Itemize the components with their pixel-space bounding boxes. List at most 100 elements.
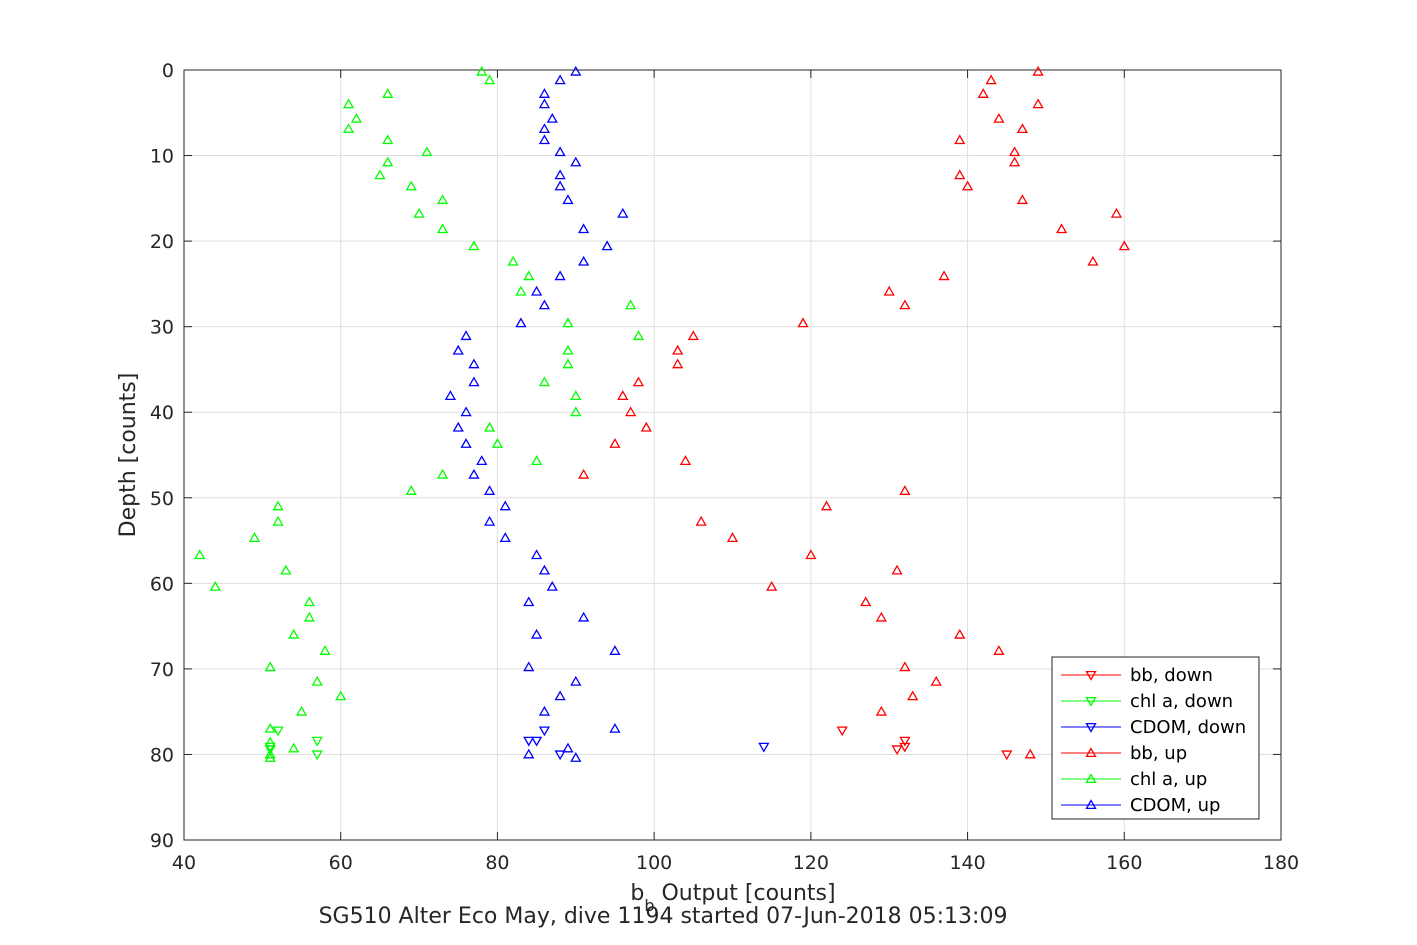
- series-0: [836, 726, 1013, 761]
- data-point: [766, 580, 778, 591]
- data-point: [311, 675, 323, 686]
- data-point: [476, 65, 488, 76]
- data-point: [617, 207, 629, 218]
- data-point: [460, 330, 472, 341]
- data-point: [562, 742, 574, 753]
- series-4: [194, 65, 645, 762]
- data-point: [554, 750, 566, 761]
- data-point: [350, 112, 363, 123]
- data-point: [288, 628, 300, 639]
- data-point: [538, 564, 551, 575]
- data-point: [820, 500, 833, 511]
- data-point: [562, 344, 574, 355]
- data-point: [523, 661, 535, 672]
- legend-box: [1051, 656, 1260, 820]
- data-point: [554, 690, 566, 701]
- data-point: [625, 406, 637, 417]
- data-point: [695, 515, 707, 526]
- data-point: [570, 752, 582, 762]
- data-point: [436, 468, 449, 479]
- data-point: [961, 180, 974, 191]
- data-point: [570, 406, 582, 417]
- data-point: [319, 645, 331, 655]
- data-point: [570, 65, 582, 76]
- data-point: [413, 207, 425, 218]
- data-point: [570, 156, 582, 167]
- data-point: [538, 123, 551, 134]
- data-point: [875, 611, 887, 622]
- series-3: [578, 65, 1130, 759]
- data-point: [483, 421, 496, 432]
- data-point: [436, 194, 449, 205]
- legend-label: bb, down: [1130, 665, 1213, 686]
- data-point: [954, 134, 966, 145]
- data-point: [578, 255, 590, 266]
- legend-label: CDOM, down: [1130, 717, 1246, 738]
- y-tick-label: 0: [162, 60, 174, 82]
- data-point: [405, 180, 417, 191]
- legend-marker: [1085, 747, 1097, 758]
- data-point: [578, 611, 590, 622]
- data-point: [382, 156, 394, 167]
- data-point: [382, 134, 394, 145]
- data-point: [546, 112, 558, 123]
- data-point: [248, 532, 261, 543]
- data-point: [554, 270, 566, 281]
- data-point: [562, 317, 574, 328]
- data-point: [499, 500, 511, 511]
- x-tick-label: 180: [1263, 852, 1299, 874]
- data-point: [303, 611, 315, 622]
- data-point: [272, 726, 284, 737]
- data-point: [1016, 123, 1029, 134]
- legend-marker: [1085, 696, 1097, 707]
- data-point: [499, 532, 511, 543]
- data-point: [1032, 65, 1044, 76]
- data-point: [954, 628, 966, 639]
- data-point: [460, 438, 472, 448]
- legend-label: chl a, down: [1130, 691, 1233, 712]
- data-point: [985, 74, 997, 85]
- data-point: [578, 468, 590, 479]
- y-tick-label: 70: [150, 659, 174, 681]
- data-point: [194, 549, 206, 560]
- data-point: [483, 515, 496, 526]
- y-tick-label: 90: [150, 830, 174, 852]
- data-point: [468, 376, 480, 387]
- data-point: [609, 645, 621, 655]
- data-point: [436, 223, 449, 234]
- legend-marker: [1085, 799, 1097, 810]
- data-point: [342, 123, 355, 134]
- data-point: [264, 722, 276, 733]
- data-point: [836, 726, 848, 737]
- data-point: [538, 726, 551, 737]
- y-tick-label: 60: [150, 573, 174, 595]
- data-point: [562, 194, 574, 205]
- data-point: [546, 580, 558, 591]
- data-point: [899, 299, 911, 310]
- data-point: [421, 146, 433, 157]
- data-point: [530, 455, 543, 466]
- data-point: [609, 722, 621, 733]
- data-point: [264, 742, 276, 753]
- data-point: [993, 112, 1005, 123]
- axis-ticks: 40 60 80 100 120 140 160 180 0 10 20 30 40 50 60 70 80 90: [150, 60, 1299, 874]
- data-point: [538, 705, 551, 716]
- y-tick-label: 10: [150, 146, 174, 168]
- legend: bb, down chl a, down CDOM, down bb, up chl a…: [1051, 656, 1260, 820]
- series-1: [264, 726, 323, 761]
- data-point: [311, 736, 323, 747]
- data-point: [280, 564, 292, 575]
- data-point: [1008, 146, 1021, 157]
- data-point: [899, 485, 911, 495]
- data-point: [805, 549, 817, 560]
- y-axis-label: Depth [counts]: [116, 373, 141, 538]
- data-point: [883, 285, 895, 296]
- data-point: [632, 376, 645, 387]
- data-point: [342, 98, 355, 109]
- data-point: [875, 705, 887, 716]
- data-point: [672, 344, 684, 355]
- data-point: [311, 750, 323, 761]
- data-point: [687, 330, 699, 341]
- data-point: [1016, 194, 1029, 205]
- data-point: [523, 736, 535, 747]
